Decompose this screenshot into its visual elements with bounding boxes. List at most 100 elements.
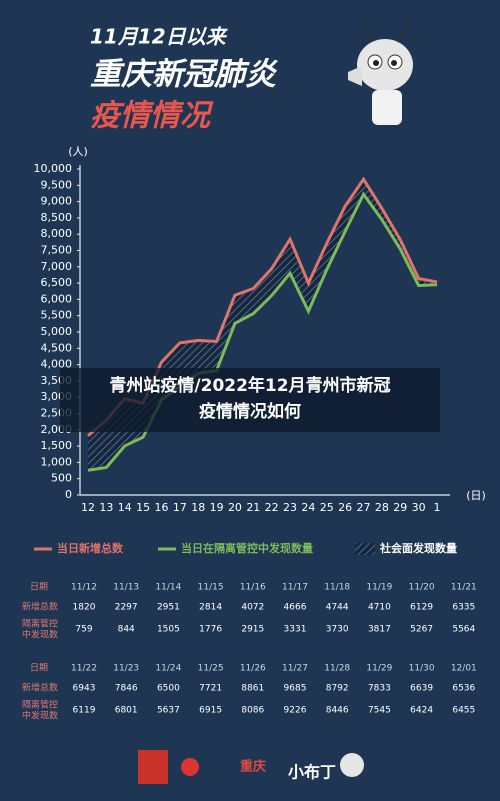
row-label: 中发现数: [22, 629, 58, 641]
value-cell: 6801: [115, 706, 138, 716]
x-tick-label: 27: [357, 501, 371, 514]
y-tick-label: 9,000: [41, 195, 73, 208]
date-cell: 11/30: [409, 664, 435, 674]
data-table: 日期新增总数隔离管控中发现数11/12182075911/13229784411…: [22, 582, 477, 722]
value-cell: 4744: [326, 603, 349, 613]
date-cell: 11/18: [324, 583, 350, 593]
title-line3: 疫情情况: [90, 99, 214, 134]
value-cell: 6639: [410, 684, 433, 694]
value-cell: 3817: [368, 625, 391, 635]
y-tick-label: 4,500: [41, 341, 73, 354]
y-tick-label: 9,500: [41, 178, 73, 191]
date-cell: 11/22: [71, 664, 97, 674]
value-cell: 6536: [452, 684, 475, 694]
date-cell: 11/14: [155, 583, 181, 593]
row-label: 新增总数: [22, 682, 58, 694]
y-unit: (人): [68, 145, 88, 158]
row-label: 隔离管控: [22, 618, 58, 630]
y-tick-label: 10,000: [34, 162, 73, 175]
x-unit: (日): [466, 489, 486, 502]
value-cell: 6424: [410, 706, 433, 716]
date-cell: 12/01: [451, 664, 477, 674]
y-tick-label: 8,000: [41, 227, 73, 240]
x-tick-label: 20: [228, 501, 242, 514]
footer: 重庆 小布丁: [138, 750, 364, 784]
y-tick-label: 5,500: [41, 309, 73, 322]
y-tick-label: 0: [65, 488, 72, 501]
legend-label: 当日新增总数: [57, 541, 124, 555]
value-cell: 6943: [73, 684, 96, 694]
row-label: 新增总数: [22, 601, 58, 613]
x-tick-label: 24: [301, 501, 315, 514]
value-cell: 6129: [410, 603, 433, 613]
x-tick-label: 22: [265, 501, 279, 514]
value-cell: 7545: [368, 706, 391, 716]
value-cell: 9685: [284, 684, 307, 694]
value-cell: 2951: [157, 603, 180, 613]
date-cell: 11/15: [198, 583, 224, 593]
value-cell: 6915: [199, 706, 222, 716]
logo-icon: [181, 758, 199, 776]
value-cell: 8086: [241, 706, 264, 716]
date-cell: 11/24: [155, 664, 181, 674]
banner-line2: 疫情情况如何: [199, 401, 301, 422]
banner-line1: 青州站疫情/2022年12月青州市新冠: [109, 375, 390, 396]
value-cell: 6119: [73, 706, 96, 716]
y-tick-label: 1,000: [41, 455, 73, 468]
gap-area: [88, 179, 437, 471]
value-cell: 3730: [326, 625, 349, 635]
date-cell: 11/27: [282, 664, 308, 674]
mascot-small: [340, 753, 364, 777]
value-cell: 1820: [73, 603, 96, 613]
x-tick-label: 16: [154, 501, 168, 514]
y-tick-label: 5,000: [41, 325, 73, 338]
x-tick-label: 18: [191, 501, 205, 514]
value-cell: 9226: [284, 706, 307, 716]
date-cell: 11/13: [113, 583, 139, 593]
logo-box: [138, 750, 168, 784]
title-line1: 11月12日以来: [90, 25, 229, 49]
value-cell: 6455: [452, 706, 475, 716]
date-cell: 11/12: [71, 583, 97, 593]
value-cell: 7833: [368, 684, 391, 694]
x-tick-label: 25: [320, 501, 334, 514]
y-tick-label: 7,000: [41, 260, 73, 273]
x-tick-label: 30: [412, 501, 426, 514]
legend-label: 当日在隔离管控中发现数量: [181, 541, 313, 555]
y-tick-label: 1,500: [41, 439, 73, 452]
y-tick-label: 8,500: [41, 211, 73, 224]
value-cell: 3331: [284, 625, 307, 635]
x-tick-label: 13: [99, 501, 113, 514]
value-cell: 8861: [241, 684, 264, 694]
y-tick-label: 4,000: [41, 358, 73, 371]
value-cell: 7846: [115, 684, 138, 694]
date-cell: 11/28: [324, 664, 350, 674]
y-tick-label: 6,500: [41, 276, 73, 289]
footer-logo1: 重庆: [240, 759, 266, 775]
legend-label: 社会面发现数量: [379, 541, 457, 555]
value-cell: 844: [118, 625, 135, 635]
date-cell: 11/21: [451, 583, 477, 593]
date-cell: 11/17: [282, 583, 308, 593]
date-cell: 11/23: [113, 664, 139, 674]
x-tick-label: 21: [246, 501, 260, 514]
value-cell: 4072: [241, 603, 264, 613]
title-line2: 重庆新冠肺炎: [90, 57, 278, 93]
date-cell: 11/20: [409, 583, 435, 593]
date-cell: 11/25: [198, 664, 224, 674]
value-cell: 8446: [326, 706, 349, 716]
y-tick-label: 500: [51, 472, 72, 485]
x-tick-label: 1: [434, 501, 441, 514]
y-tick-label: 7,500: [41, 244, 73, 257]
value-cell: 5564: [452, 625, 475, 635]
value-cell: 2915: [241, 625, 264, 635]
row-label: 中发现数: [22, 710, 58, 722]
value-cell: 2297: [115, 603, 138, 613]
date-cell: 11/19: [366, 583, 392, 593]
row-label: 隔离管控: [22, 699, 58, 711]
value-cell: 8792: [326, 684, 349, 694]
x-tick-label: 19: [210, 501, 224, 514]
legend: 当日新增总数 当日在隔离管控中发现数量 社会面发现数量: [34, 541, 457, 555]
mascot: [348, 21, 413, 125]
x-tick-label: 12: [81, 501, 95, 514]
